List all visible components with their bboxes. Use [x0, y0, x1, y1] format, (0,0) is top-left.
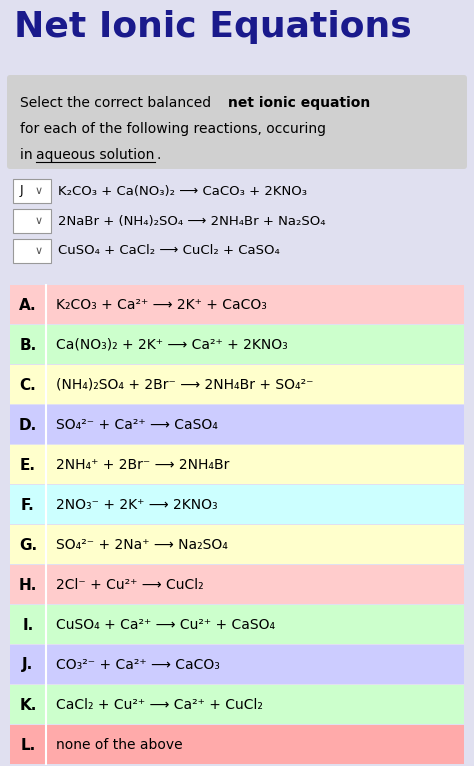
Text: CaCl₂ + Cu²⁺ ⟶ Ca²⁺ + CuCl₂: CaCl₂ + Cu²⁺ ⟶ Ca²⁺ + CuCl₂ [56, 698, 263, 712]
FancyBboxPatch shape [13, 209, 51, 233]
Text: none of the above: none of the above [56, 738, 182, 752]
Text: 2NaBr + (NH₄)₂SO₄ ⟶ 2NH₄Br + Na₂SO₄: 2NaBr + (NH₄)₂SO₄ ⟶ 2NH₄Br + Na₂SO₄ [58, 214, 326, 228]
Text: in: in [20, 148, 37, 162]
Text: K₂CO₃ + Ca²⁺ ⟶ 2K⁺ + CaCO₃: K₂CO₃ + Ca²⁺ ⟶ 2K⁺ + CaCO₃ [56, 298, 267, 312]
FancyBboxPatch shape [13, 239, 51, 263]
Text: A.: A. [19, 297, 37, 313]
Text: .: . [157, 148, 161, 162]
FancyBboxPatch shape [10, 525, 464, 564]
Text: I.: I. [22, 617, 34, 633]
FancyBboxPatch shape [10, 325, 464, 364]
Text: aqueous solution: aqueous solution [36, 148, 155, 162]
Text: H.: H. [19, 578, 37, 592]
FancyBboxPatch shape [10, 485, 464, 524]
Text: Ca(NO₃)₂ + 2K⁺ ⟶ Ca²⁺ + 2KNO₃: Ca(NO₃)₂ + 2K⁺ ⟶ Ca²⁺ + 2KNO₃ [56, 338, 288, 352]
FancyBboxPatch shape [10, 445, 464, 484]
Text: L.: L. [20, 738, 36, 752]
Text: 2Cl⁻ + Cu²⁺ ⟶ CuCl₂: 2Cl⁻ + Cu²⁺ ⟶ CuCl₂ [56, 578, 204, 592]
Text: CuSO₄ + CaCl₂ ⟶ CuCl₂ + CaSO₄: CuSO₄ + CaCl₂ ⟶ CuCl₂ + CaSO₄ [58, 244, 280, 257]
Text: (NH₄)₂SO₄ + 2Br⁻ ⟶ 2NH₄Br + SO₄²⁻: (NH₄)₂SO₄ + 2Br⁻ ⟶ 2NH₄Br + SO₄²⁻ [56, 378, 313, 392]
Text: SO₄²⁻ + Ca²⁺ ⟶ CaSO₄: SO₄²⁻ + Ca²⁺ ⟶ CaSO₄ [56, 418, 218, 432]
FancyBboxPatch shape [13, 179, 51, 203]
FancyBboxPatch shape [10, 645, 464, 684]
Text: ∨: ∨ [35, 186, 43, 196]
Text: F.: F. [21, 497, 35, 512]
Text: ∨: ∨ [35, 246, 43, 256]
Text: J.: J. [22, 657, 34, 673]
Text: B.: B. [19, 338, 36, 352]
Text: 2NO₃⁻ + 2K⁺ ⟶ 2KNO₃: 2NO₃⁻ + 2K⁺ ⟶ 2KNO₃ [56, 498, 218, 512]
Text: D.: D. [19, 417, 37, 433]
Text: C.: C. [19, 378, 36, 392]
Text: E.: E. [20, 457, 36, 473]
Text: 2NH₄⁺ + 2Br⁻ ⟶ 2NH₄Br: 2NH₄⁺ + 2Br⁻ ⟶ 2NH₄Br [56, 458, 229, 472]
Text: CuSO₄ + Ca²⁺ ⟶ Cu²⁺ + CaSO₄: CuSO₄ + Ca²⁺ ⟶ Cu²⁺ + CaSO₄ [56, 618, 275, 632]
Text: net ionic equation: net ionic equation [228, 96, 370, 110]
Text: Net Ionic Equations: Net Ionic Equations [14, 10, 412, 44]
FancyBboxPatch shape [10, 365, 464, 404]
FancyBboxPatch shape [10, 685, 464, 724]
FancyBboxPatch shape [10, 605, 464, 644]
Text: K.: K. [19, 698, 36, 712]
FancyBboxPatch shape [10, 405, 464, 444]
FancyBboxPatch shape [7, 75, 467, 169]
Text: for each of the following reactions, occuring: for each of the following reactions, occ… [20, 122, 326, 136]
Text: G.: G. [19, 538, 37, 552]
FancyBboxPatch shape [10, 285, 464, 324]
Text: K₂CO₃ + Ca(NO₃)₂ ⟶ CaCO₃ + 2KNO₃: K₂CO₃ + Ca(NO₃)₂ ⟶ CaCO₃ + 2KNO₃ [58, 185, 307, 198]
Text: CO₃²⁻ + Ca²⁺ ⟶ CaCO₃: CO₃²⁻ + Ca²⁺ ⟶ CaCO₃ [56, 658, 220, 672]
FancyBboxPatch shape [10, 565, 464, 604]
Text: J: J [20, 184, 24, 197]
FancyBboxPatch shape [10, 725, 464, 764]
Text: ∨: ∨ [35, 216, 43, 226]
Text: Select the correct balanced: Select the correct balanced [20, 96, 216, 110]
Text: SO₄²⁻ + 2Na⁺ ⟶ Na₂SO₄: SO₄²⁻ + 2Na⁺ ⟶ Na₂SO₄ [56, 538, 228, 552]
